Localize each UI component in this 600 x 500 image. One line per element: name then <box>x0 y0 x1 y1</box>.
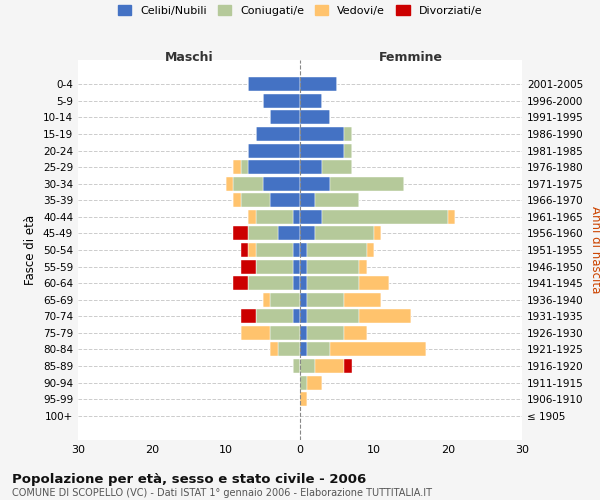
Bar <box>300 210 322 224</box>
Bar <box>344 292 382 306</box>
Bar <box>241 194 271 207</box>
Bar <box>300 326 307 340</box>
Bar <box>256 260 293 274</box>
Text: Maschi: Maschi <box>164 52 214 64</box>
Bar <box>300 392 307 406</box>
Bar <box>293 276 300 290</box>
Bar <box>233 194 241 207</box>
Bar <box>248 210 256 224</box>
Bar <box>263 176 300 191</box>
Bar <box>293 243 300 257</box>
Bar <box>256 127 300 141</box>
Bar <box>293 309 300 324</box>
Bar <box>248 226 278 240</box>
Bar <box>241 160 248 174</box>
Bar <box>300 309 307 324</box>
Bar <box>307 260 359 274</box>
Bar <box>307 342 329 356</box>
Bar <box>300 94 322 108</box>
Bar <box>241 326 271 340</box>
Bar <box>293 359 300 373</box>
Bar <box>307 309 359 324</box>
Bar <box>300 176 329 191</box>
Bar <box>233 160 241 174</box>
Bar <box>344 127 352 141</box>
Bar <box>359 276 389 290</box>
Bar <box>300 376 307 390</box>
Bar <box>293 260 300 274</box>
Bar <box>233 176 263 191</box>
Bar <box>233 226 248 240</box>
Bar <box>278 342 300 356</box>
Bar <box>271 342 278 356</box>
Bar <box>256 243 293 257</box>
Bar <box>315 359 344 373</box>
Bar <box>300 160 322 174</box>
Bar <box>248 78 300 92</box>
Bar <box>271 194 300 207</box>
Text: Femmine: Femmine <box>379 52 443 64</box>
Bar <box>300 226 315 240</box>
Bar <box>329 176 404 191</box>
Bar <box>256 309 293 324</box>
Bar <box>241 243 248 257</box>
Bar <box>278 226 300 240</box>
Bar <box>263 292 271 306</box>
Bar <box>307 292 344 306</box>
Bar <box>315 226 374 240</box>
Bar <box>322 160 352 174</box>
Text: Popolazione per età, sesso e stato civile - 2006: Popolazione per età, sesso e stato civil… <box>12 472 366 486</box>
Bar <box>248 243 256 257</box>
Bar <box>307 243 367 257</box>
Bar <box>344 144 352 158</box>
Bar <box>315 194 359 207</box>
Bar <box>271 326 300 340</box>
Bar <box>300 127 344 141</box>
Bar <box>256 210 293 224</box>
Bar <box>271 292 300 306</box>
Bar <box>300 110 329 124</box>
Bar <box>293 210 300 224</box>
Bar <box>300 144 344 158</box>
Bar <box>248 160 300 174</box>
Bar <box>300 359 315 373</box>
Bar <box>307 326 344 340</box>
Bar <box>374 226 382 240</box>
Bar <box>307 276 359 290</box>
Bar <box>241 309 256 324</box>
Bar <box>322 210 448 224</box>
Bar <box>344 326 367 340</box>
Bar <box>300 276 307 290</box>
Bar <box>344 359 352 373</box>
Bar <box>329 342 426 356</box>
Legend: Celibi/Nubili, Coniugati/e, Vedovi/e, Divorziati/e: Celibi/Nubili, Coniugati/e, Vedovi/e, Di… <box>113 0 487 20</box>
Bar <box>300 260 307 274</box>
Y-axis label: Anni di nascita: Anni di nascita <box>589 206 600 294</box>
Bar <box>271 110 300 124</box>
Bar <box>300 342 307 356</box>
Bar <box>359 309 411 324</box>
Text: COMUNE DI SCOPELLO (VC) - Dati ISTAT 1° gennaio 2006 - Elaborazione TUTTITALIA.I: COMUNE DI SCOPELLO (VC) - Dati ISTAT 1° … <box>12 488 432 498</box>
Bar <box>233 276 248 290</box>
Bar <box>359 260 367 274</box>
Y-axis label: Fasce di età: Fasce di età <box>25 215 37 285</box>
Bar <box>241 260 256 274</box>
Bar <box>300 243 307 257</box>
Bar <box>226 176 233 191</box>
Bar <box>248 276 293 290</box>
Bar <box>307 376 322 390</box>
Bar <box>248 144 300 158</box>
Bar <box>300 194 315 207</box>
Bar <box>448 210 455 224</box>
Bar <box>300 292 307 306</box>
Bar <box>367 243 374 257</box>
Bar <box>263 94 300 108</box>
Bar <box>300 78 337 92</box>
